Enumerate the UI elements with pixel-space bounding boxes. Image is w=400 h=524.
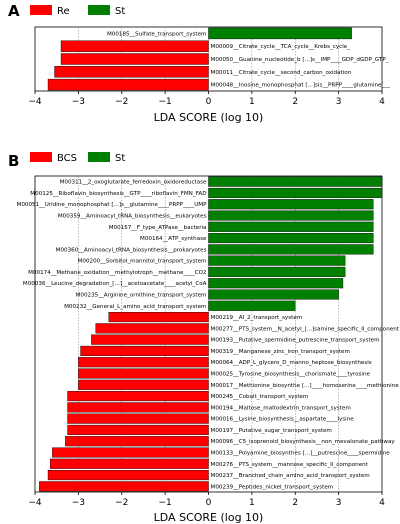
- bar-label-8: M00174__Methane_oxidation__methylotroph_…: [28, 270, 206, 276]
- x-tick-label-4: 0: [206, 498, 212, 508]
- bar-label-3: M00359__Aminoacyl_tRNA_biosynthesis__euk…: [58, 214, 207, 220]
- bar-label-14: M00193__Putative_spermidine_putrescine_t…: [211, 338, 380, 344]
- legend-label-0: BCS: [57, 153, 77, 164]
- bar-14: [91, 334, 209, 345]
- bar-label-9: M00036__Leucine_degradation_[...]__aceto…: [23, 281, 207, 287]
- legend-swatch-0: [30, 5, 52, 15]
- bar-label-26: M00237__Branched_chain_amino_acid_transp…: [211, 473, 370, 479]
- bar-9: [208, 278, 344, 289]
- bar-label-24: M00133__Polyamine_biosynthes [...]__putr…: [211, 451, 391, 457]
- bar-13: [95, 323, 209, 334]
- x-tick-label-1: −3: [72, 498, 85, 508]
- bar-24: [52, 447, 209, 458]
- bar-label-4: M00157__F_type_ATPase__bacteria: [109, 225, 207, 231]
- bar-16: [78, 357, 209, 368]
- bar-15: [80, 345, 209, 356]
- bar-label-3: M00011__Citrate_cycle__second_carbon_oxi…: [211, 70, 352, 76]
- bar-1: [60, 40, 209, 52]
- bar-21: [67, 413, 209, 424]
- bar-7: [208, 255, 346, 266]
- bar-27: [39, 481, 209, 492]
- legend-swatch-1: [88, 5, 110, 15]
- bar-label-13: M00277__PTS_system__N_acetyl_[...]samine…: [211, 326, 400, 332]
- bar-label-21: M00016__Lysine_biosynthesis__aspartate__…: [211, 417, 355, 423]
- legend-swatch-1: [88, 152, 110, 162]
- bar-label-20: M00194__Maltose_maltodextrin_transport_s…: [211, 405, 351, 411]
- x-tick-label-8: 4: [379, 498, 385, 508]
- bar-4: [208, 221, 374, 232]
- x-tick-label-5: 1: [249, 97, 255, 107]
- x-axis-title: LDA SCORE (log 10): [154, 511, 264, 524]
- bar-label-1: M00009__Citrate_cycle__TCA_cycle__Krebs_…: [211, 44, 351, 50]
- bar-11: [208, 300, 296, 311]
- bar-label-16: M00064__ADP_L_glycero_D_manno_heptose_bi…: [211, 360, 372, 366]
- bar-label-11: M00232__General_L_amino_acid_transport_s…: [64, 304, 206, 310]
- bar-label-2: M00050__Guanine_nucleotide_b [...]s__IMP…: [211, 57, 389, 63]
- x-tick-label-2: −2: [115, 498, 128, 508]
- panel-a-chart: A Re St M00185__Sulfate_transport_system M00…: [8, 2, 390, 124]
- x-tick-label-2: −2: [115, 97, 128, 107]
- x-tick-label-7: 3: [336, 498, 342, 508]
- bar-label-10: M00235__Arginine_ornithine_transport_sys…: [76, 293, 207, 299]
- bar-label-12: M00219__AI_2_transport_system: [211, 315, 303, 321]
- bar-label-18: M00017__Methionine_biosynthe [...]____ho…: [211, 383, 400, 389]
- bar-label-7: M00200__Sorbitol_mannitol_transport_syst…: [78, 259, 207, 265]
- bar-label-4: M00048__Inosine_monophosphat [...]sis__P…: [211, 83, 391, 89]
- bar-0: [208, 27, 352, 40]
- bar-label-17: M00025__Tyrosine_biosynthesis__chorismat…: [211, 372, 371, 378]
- bar-label-19: M00245__Cobalt_transport_system: [211, 394, 309, 400]
- bar-17: [78, 368, 209, 379]
- x-tick-label-1: −3: [72, 97, 85, 107]
- bar-label-0: M00311__2_oxoglutarate_ferredoxin_oxidor…: [60, 180, 207, 186]
- bar-3: [54, 66, 209, 78]
- bar-2: [208, 199, 374, 210]
- x-tick-label-7: 3: [336, 97, 342, 107]
- x-tick-label-8: 4: [379, 97, 385, 107]
- bar-label-25: M00276__PTS_system__mannose_specific_II_…: [211, 462, 369, 468]
- bar-label-22: M00197__Putative_sugar_transport_system: [211, 428, 332, 434]
- x-tick-label-3: −1: [158, 498, 171, 508]
- bar-2: [60, 53, 209, 65]
- bar-label-23: M00096__C5_isoprenoid_biosynthesis__non_…: [211, 439, 396, 445]
- x-tick-label-5: 1: [249, 498, 255, 508]
- bar-label-2: M00051__Uridine_monophosphat [...]s__glu…: [17, 202, 208, 208]
- x-axis-title: LDA SCORE (log 10): [154, 111, 264, 124]
- bar-4: [47, 78, 209, 91]
- bar-25: [49, 458, 209, 469]
- bar-19: [67, 391, 209, 402]
- panel-label: B: [8, 152, 19, 170]
- legend-swatch-0: [30, 152, 52, 162]
- bar-23: [65, 436, 209, 447]
- bar-10: [208, 289, 339, 300]
- bar-26: [47, 470, 209, 481]
- bar-label-1: M00125__Riboflavin_biosynthesis__GTP____…: [30, 191, 206, 197]
- bar-6: [208, 244, 374, 255]
- bar-20: [67, 402, 209, 413]
- bar-label-0: M00185__Sulfate_transport_system: [107, 31, 207, 37]
- bar-3: [208, 210, 374, 221]
- bar-label-27: M00239__Peptides_nickel_transport_system: [211, 484, 334, 490]
- bar-18: [78, 379, 209, 390]
- legend-label-0: Re: [57, 6, 70, 17]
- x-tick-label-3: −1: [158, 97, 171, 107]
- x-tick-label-6: 2: [292, 498, 298, 508]
- bar-22: [67, 424, 209, 435]
- x-tick-label-0: −4: [28, 498, 42, 508]
- panel-b-chart: B BCS St M00311__2_oxoglutarate_ferredoxin_…: [8, 152, 400, 524]
- x-tick-label-6: 2: [292, 97, 298, 107]
- legend-label-1: St: [115, 153, 125, 164]
- bar-5: [208, 233, 374, 244]
- x-tick-label-4: 0: [206, 97, 212, 107]
- bar-12: [108, 312, 209, 323]
- panel-label: A: [8, 2, 20, 20]
- bar-1: [208, 187, 383, 198]
- bar-label-6: M00360__Aminoacyl_tRNA_biosynthesis__pro…: [56, 247, 207, 253]
- x-tick-label-0: −4: [28, 97, 42, 107]
- bar-8: [208, 266, 346, 277]
- legend-label-1: St: [115, 6, 125, 17]
- bar-label-5: M00164__ATP_synthase: [140, 236, 207, 242]
- bar-0: [208, 176, 383, 187]
- bar-label-15: M00319__Manganese_zinc_iron_transport_sy…: [211, 349, 350, 355]
